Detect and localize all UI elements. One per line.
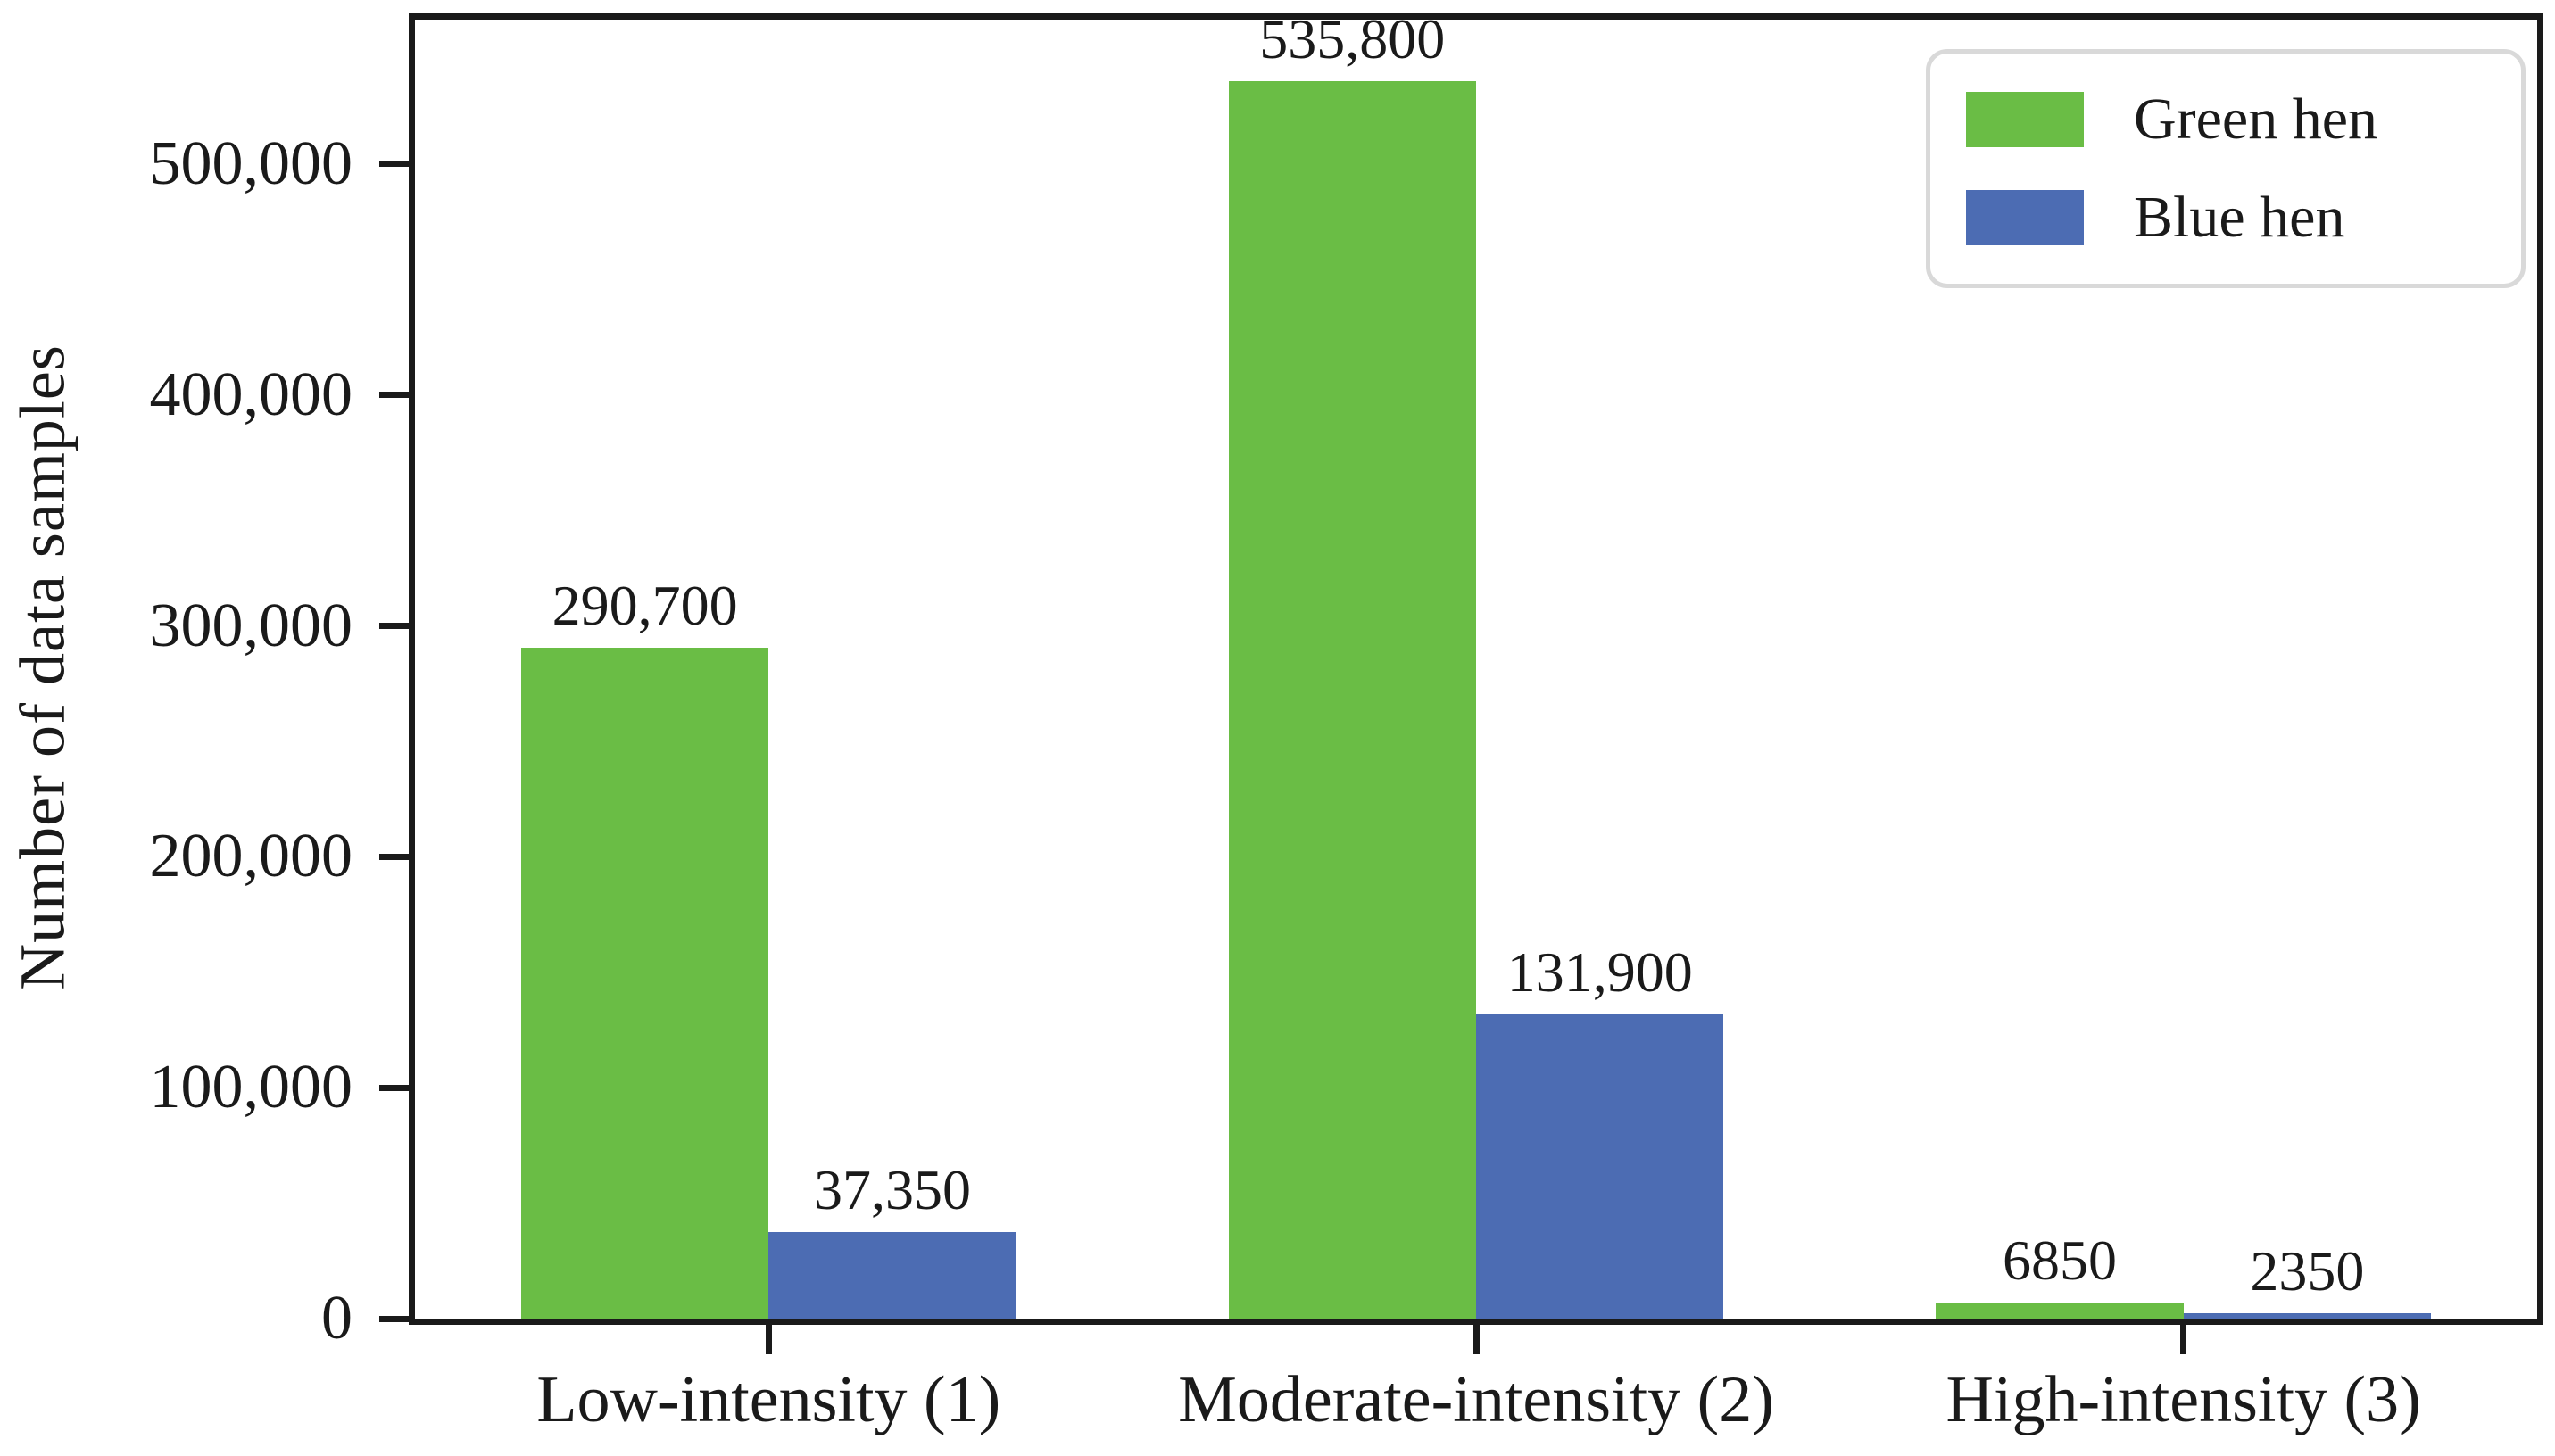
legend: Green hen Blue hen (1926, 49, 2526, 288)
bar-value-label: 37,350 (814, 1158, 972, 1222)
legend-label: Blue hen (2134, 185, 2345, 250)
legend-swatch-blue-hen (1966, 190, 2084, 245)
y-axis-tick (379, 623, 409, 630)
bar-value-label: 6850 (2002, 1228, 2117, 1293)
y-axis-tick-label: 200,000 (149, 822, 353, 891)
legend-label: Green hen (2134, 87, 2378, 152)
y-axis-tick (379, 392, 409, 399)
y-axis-tick-label: 500,000 (149, 128, 353, 198)
y-axis-tick (379, 853, 409, 860)
bar-value-label: 535,800 (1259, 7, 1446, 71)
y-axis-tick (379, 1315, 409, 1322)
y-axis-tick-label: 400,000 (149, 360, 353, 429)
x-axis-tick (2180, 1325, 2187, 1354)
y-axis-tick-label: 100,000 (149, 1053, 353, 1122)
legend-item-green-hen: Green hen (1966, 88, 2485, 151)
x-axis-tick-label: Moderate-intensity (2) (1178, 1363, 1774, 1436)
x-axis-tick-label: High-intensity (3) (1945, 1363, 2421, 1436)
blue-hen-bar (2183, 1312, 2432, 1319)
x-axis-tick (1472, 1325, 1480, 1354)
bar-value-label: 2350 (2250, 1238, 2365, 1303)
x-axis-tick-label: Low-intensity (1) (536, 1363, 1001, 1436)
blue-hen-bar (768, 1232, 1016, 1319)
y-axis-tick-label: 300,000 (149, 591, 353, 660)
plot-area: 0 100,000 200,000 300,000 400,000 500,000 290,… (150, 8, 2543, 1436)
y-axis-title: Number of data samples (6, 344, 79, 990)
bar-value-label: 290,700 (552, 573, 738, 637)
green-hen-bar (1936, 1303, 2184, 1319)
green-hen-bar (1228, 81, 1476, 1319)
legend-item-blue-hen: Blue hen (1966, 186, 2485, 249)
bar-value-label: 131,900 (1506, 939, 1693, 1004)
x-axis-tick (765, 1325, 772, 1354)
y-axis-tick (379, 161, 409, 168)
blue-hen-bar (1476, 1013, 1724, 1319)
legend-swatch-green-hen (1966, 92, 2084, 147)
green-hen-bar (520, 647, 769, 1319)
y-axis-tick (379, 1084, 409, 1091)
y-axis-tick-label: 0 (321, 1284, 353, 1353)
